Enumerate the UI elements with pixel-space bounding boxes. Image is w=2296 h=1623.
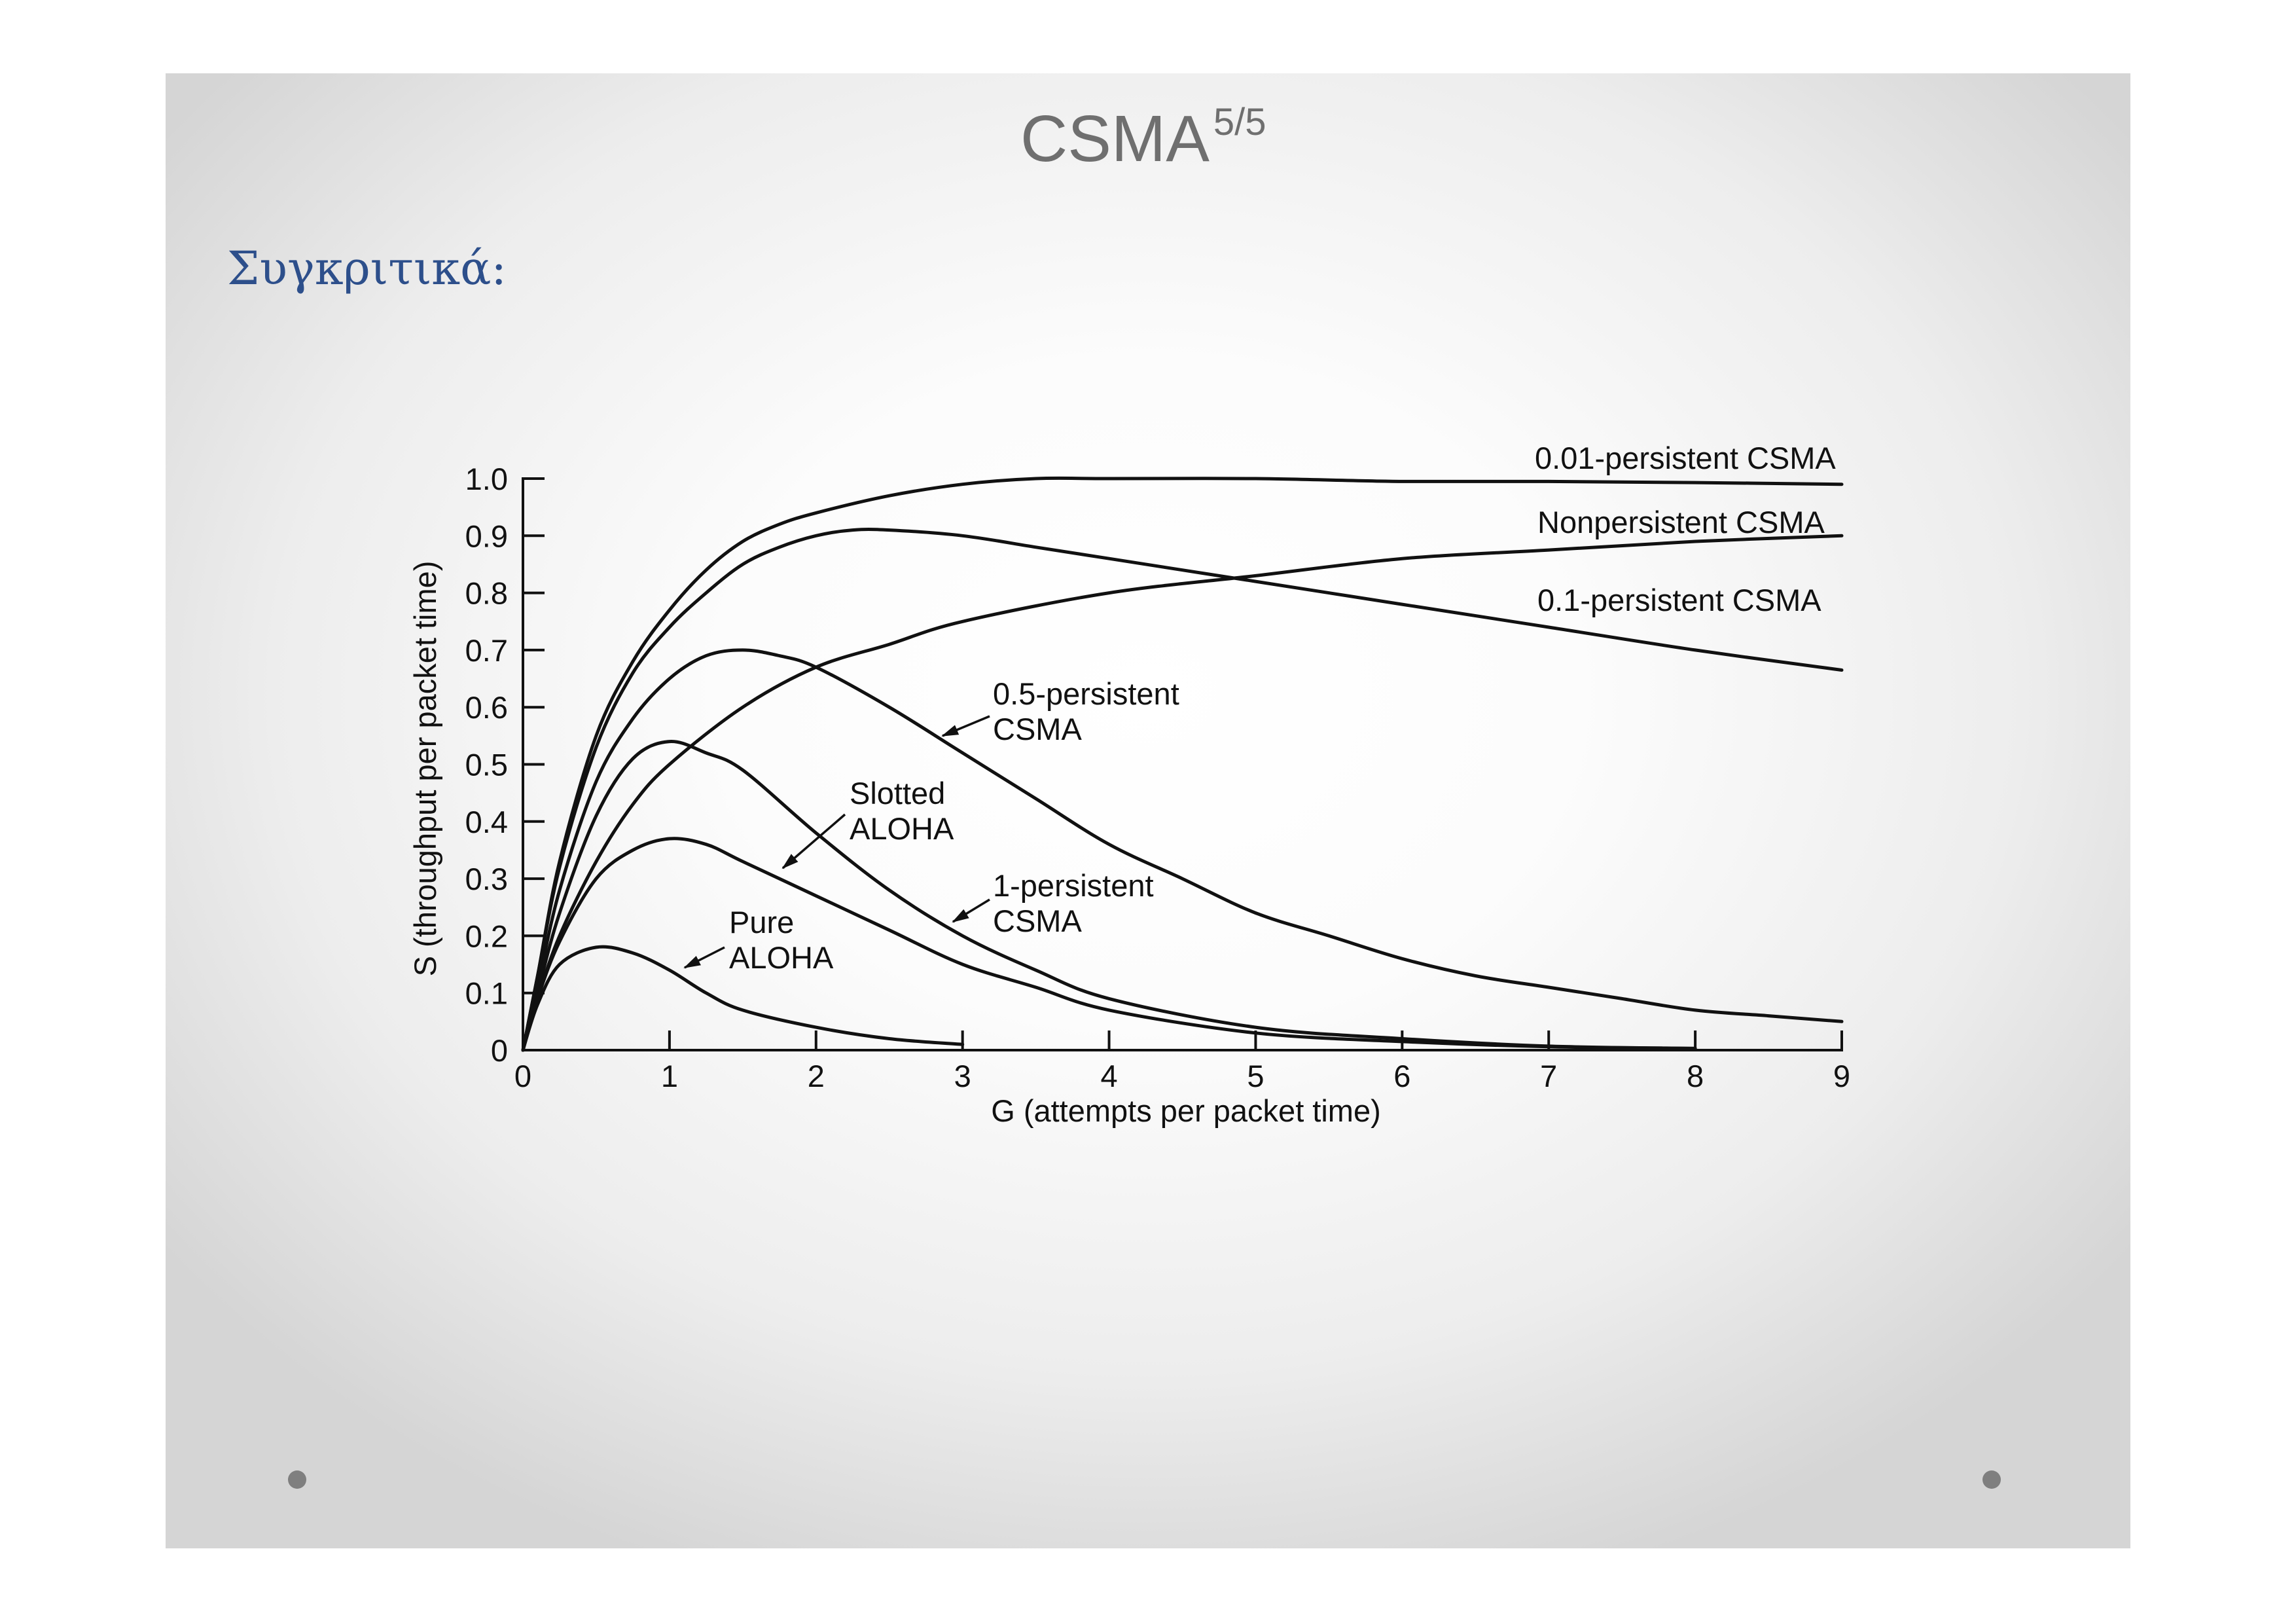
y-tick-label: 0 (491, 1033, 508, 1068)
y-tick-label: 0.5 (465, 748, 508, 782)
chart: 0 1 2 3 4 5 6 7 8 9 0 0.1 0.2 0.3 0.4 0.5 0.6 0.7 0.8 0.9 1.… (408, 441, 1850, 1128)
y-tick-label: 0.9 (465, 519, 508, 553)
series-line-pure-aloha (521, 945, 965, 1052)
label-line: Slotted (850, 776, 945, 811)
slide-subtitle: Συγκριτικά: (227, 242, 507, 295)
slide-background (166, 73, 2130, 1548)
y-tick-label: 0.1 (465, 976, 508, 1011)
series-line-nonpersistent-csma (521, 534, 1844, 1052)
page-title: CSMA 5/5 (1020, 101, 1266, 175)
x-tick-label: 6 (1393, 1059, 1410, 1093)
label-arrow-pure-aloha (683, 946, 725, 969)
label-line: CSMA (993, 712, 1082, 746)
y-tick-label: 0.3 (465, 862, 508, 896)
series-label-slotted-aloha: Slotted ALOHA (850, 776, 954, 846)
axis-ticks: 0 1 2 3 4 5 6 7 8 9 0 0.1 0.2 0.3 0.4 0.5 0.6 0.7 0.8 0.9 1.… (465, 462, 1850, 1093)
x-tick-label: 2 (808, 1059, 825, 1093)
y-tick-label: 0.2 (465, 919, 508, 953)
label-arrow-1-persistent (952, 898, 990, 923)
label-line: ALOHA (850, 811, 954, 846)
title-superscript: 5/5 (1213, 101, 1266, 143)
series-layer (521, 476, 1844, 1052)
series-label-1-persistent-csma: 1-persistent CSMA (993, 868, 1154, 938)
y-tick-label: 1.0 (465, 462, 508, 496)
y-tick-label: 0.6 (465, 690, 508, 725)
series-line-0.1-persistent-csma (521, 527, 1844, 1052)
label-line: ALOHA (729, 940, 834, 975)
x-axis-label: G (attempts per packet time) (991, 1093, 1381, 1128)
label-line: CSMA (993, 903, 1082, 938)
title-main: CSMA (1020, 102, 1210, 175)
y-tick-label: 0.4 (465, 805, 508, 839)
x-tick-label: 8 (1687, 1059, 1704, 1093)
x-tick-label: 1 (661, 1059, 678, 1093)
x-tick-label: 5 (1247, 1059, 1264, 1093)
bullet-dot-icon (288, 1470, 306, 1489)
label-line: 0.5-persistent (993, 676, 1179, 711)
series-label-0.5-persistent-csma: 0.5-persistent CSMA (993, 676, 1179, 746)
label-arrow-slotted-aloha (781, 813, 846, 869)
series-line-0.01-persistent-csma (521, 476, 1844, 1052)
label-line: Pure (729, 905, 794, 939)
series-label-0.1-persistent-csma: 0.1-persistent CSMA (1537, 583, 1821, 617)
y-axis-label: S (throughput per packet time) (408, 561, 442, 977)
y-tick-label: 0.7 (465, 633, 508, 668)
label-line: 1-persistent (993, 868, 1154, 903)
bullet-dot-icon (1982, 1470, 2001, 1489)
x-tick-label: 9 (1833, 1059, 1850, 1093)
label-arrow-0.5-persistent (941, 715, 990, 737)
series-line-slotted-aloha (521, 837, 1697, 1052)
x-tick-label: 4 (1100, 1059, 1117, 1093)
x-tick-label: 0 (514, 1059, 531, 1093)
series-line-0.5-persistent-csma (521, 648, 1844, 1052)
x-tick-label: 7 (1540, 1059, 1557, 1093)
series-label-0.01-persistent-csma: 0.01-persistent CSMA (1535, 441, 1836, 475)
series-line-1-persistent-csma (521, 740, 1697, 1052)
y-tick-label: 0.8 (465, 576, 508, 611)
series-label-pure-aloha: Pure ALOHA (729, 905, 834, 975)
series-label-nonpersistent-csma: Nonpersistent CSMA (1537, 505, 1825, 539)
x-tick-label: 3 (954, 1059, 971, 1093)
